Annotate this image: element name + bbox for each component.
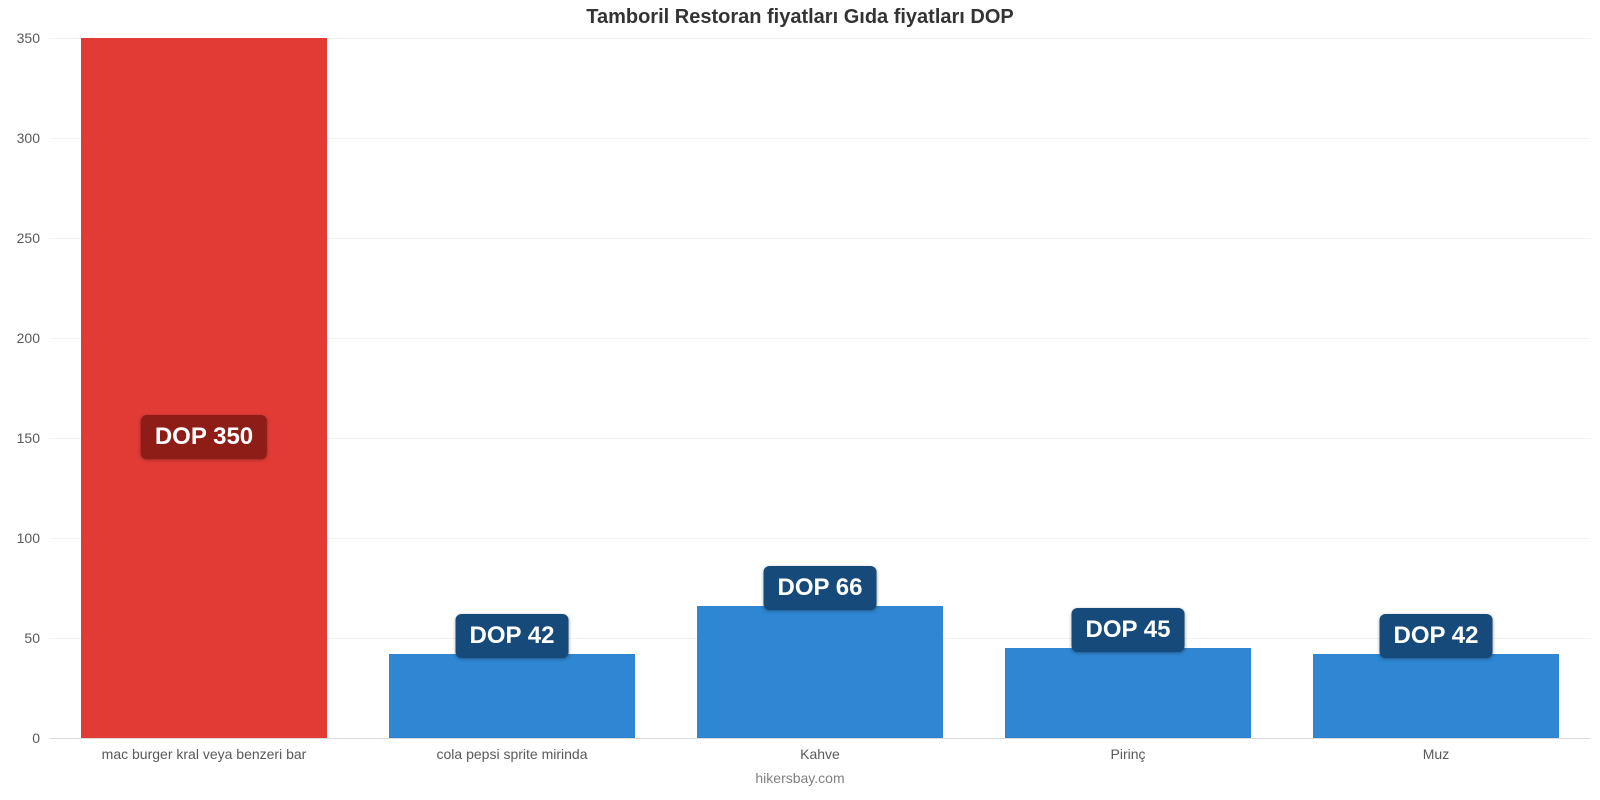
y-tick-label: 0 [0,730,40,746]
x-tick-label: cola pepsi sprite mirinda [437,746,588,762]
chart-credit: hikersbay.com [0,770,1600,786]
y-tick-label: 300 [0,130,40,146]
value-badge: DOP 66 [764,566,877,610]
y-tick-label: 350 [0,30,40,46]
y-tick-label: 100 [0,530,40,546]
y-tick-label: 250 [0,230,40,246]
bar [389,654,635,738]
value-badge: DOP 42 [1380,614,1493,658]
bar [81,38,327,738]
x-tick-label: Kahve [800,746,840,762]
price-bar-chart: Tamboril Restoran fiyatları Gıda fiyatla… [0,0,1600,800]
y-tick-label: 200 [0,330,40,346]
axis-baseline [50,738,1590,739]
x-tick-label: mac burger kral veya benzeri bar [102,746,307,762]
y-tick-label: 50 [0,630,40,646]
bar [697,606,943,738]
x-tick-label: Pirinç [1110,746,1145,762]
value-badge: DOP 350 [141,415,267,459]
bar [1005,648,1251,738]
value-badge: DOP 42 [456,614,569,658]
plot-area: 050100150200250300350DOP 350DOP 42DOP 66… [50,38,1590,738]
chart-title: Tamboril Restoran fiyatları Gıda fiyatla… [0,6,1600,29]
bar [1313,654,1559,738]
y-tick-label: 150 [0,430,40,446]
value-badge: DOP 45 [1072,608,1185,652]
x-tick-label: Muz [1423,746,1449,762]
